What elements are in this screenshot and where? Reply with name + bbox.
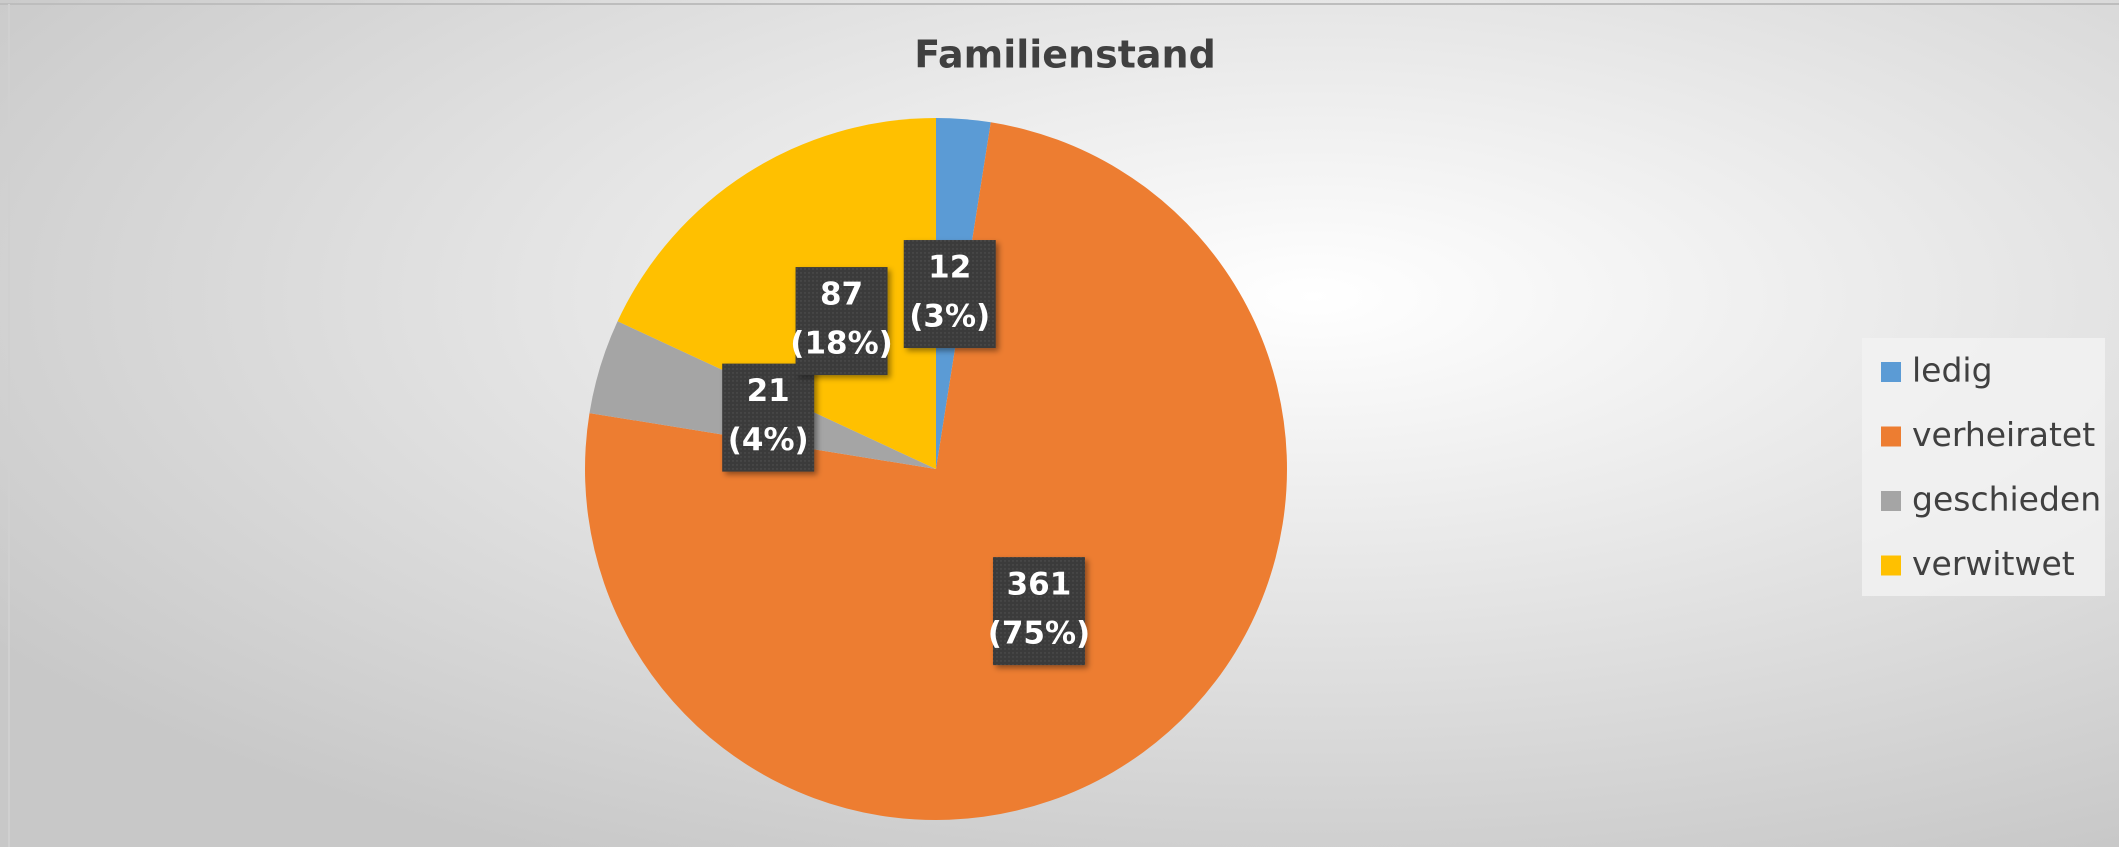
data-label: 12 (3%) [903, 240, 996, 349]
legend-label: verheiratet [1912, 415, 2095, 454]
data-label-value: 21 [747, 373, 790, 409]
data-label: 361 (75%) [988, 557, 1091, 666]
data-label-value: 87 [820, 277, 863, 313]
legend: ledig verheiratet geschieden verwitwet [1881, 351, 2101, 583]
data-label-value: 12 [928, 250, 971, 286]
data-label-value: 361 [1007, 567, 1072, 603]
data-label-percent: (3%) [909, 299, 990, 335]
data-label-box [992, 557, 1085, 666]
data-label-percent: (4%) [728, 422, 809, 458]
legend-swatch [1881, 555, 1901, 576]
legend-label: verwitwet [1912, 544, 2075, 583]
data-label-box [903, 240, 996, 349]
chart-title: Familienstand [914, 33, 1216, 77]
legend-box [1862, 338, 2105, 596]
data-label-box [722, 363, 815, 472]
pie [585, 118, 1287, 821]
legend-label: ledig [1912, 351, 1993, 390]
slice [585, 122, 1287, 821]
data-labels: 12 (3%) 361 (75%) 21 (4%) 87 (18%) [722, 240, 1091, 666]
legend-swatch [1881, 491, 1901, 511]
data-label: 87 (18%) [790, 267, 893, 376]
legend-swatch [1881, 426, 1901, 447]
data-label: 21 (4%) [722, 363, 815, 472]
slice [617, 118, 936, 469]
data-label-box [795, 267, 888, 376]
data-label-percent: (75%) [988, 616, 1091, 652]
legend-label: geschieden [1912, 480, 2101, 519]
legend-swatch [1881, 362, 1901, 382]
data-label-percent: (18%) [790, 326, 893, 362]
